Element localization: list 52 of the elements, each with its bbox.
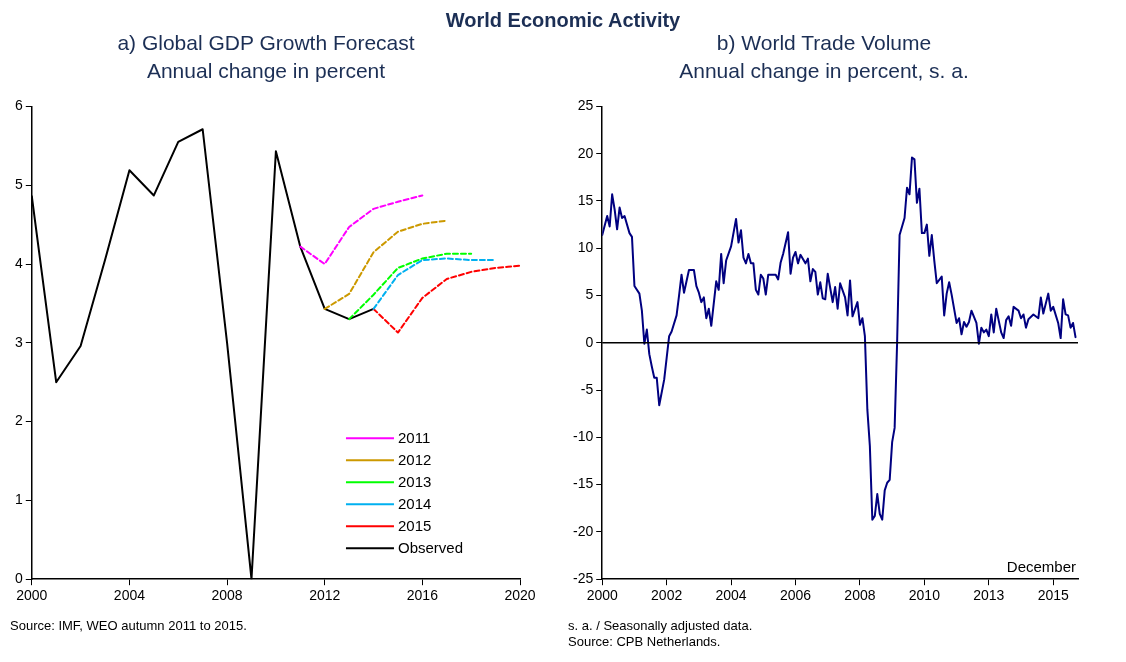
x-tick-label: 2015 [1037, 587, 1069, 604]
legend-label: Observed [397, 539, 464, 557]
x-tick-label: 2008 [844, 587, 876, 604]
legend-label: 2013 [397, 473, 432, 491]
y-tick-label: -20 [573, 522, 594, 539]
x-tick-label: 2010 [908, 587, 941, 604]
y-tick-label: 1 [14, 491, 23, 508]
y-tick-label: -5 [580, 380, 594, 397]
x-tick-label: 2004 [715, 587, 747, 604]
line-series [299, 194, 424, 265]
y-tick-label: -10 [573, 428, 594, 445]
text: World Economic Activity [444, 8, 682, 32]
x-tick-label: 2012 [309, 587, 341, 604]
y-tick-label: 10 [577, 239, 594, 256]
line-series [372, 257, 497, 310]
x-tick-label: 2006 [779, 587, 812, 604]
chart-title: b) World Trade Volume [716, 31, 932, 55]
y-tick-label: 5 [14, 176, 23, 193]
annotation: December [1006, 557, 1076, 575]
x-tick-label: 2004 [113, 587, 146, 604]
y-tick-label: 2 [14, 412, 23, 429]
x-tick-label: 2000 [586, 587, 619, 604]
y-tick-label: 3 [14, 333, 23, 350]
legend-label: 2015 [397, 517, 432, 535]
y-tick-label: 20 [577, 144, 594, 161]
chart-subtitle: Annual change in percent, s. a. [679, 58, 969, 82]
y-tick-label: 0 [585, 333, 594, 350]
x-tick-label: 2002 [651, 587, 683, 604]
chart-subtitle: Annual change in percent [146, 58, 386, 82]
y-tick-label: 25 [577, 97, 594, 114]
line-series [323, 219, 448, 310]
text: s. a. / Seasonally adjusted data. [568, 618, 754, 634]
legend-label: 2011 [397, 429, 431, 447]
legend-label: 2012 [397, 451, 432, 469]
line-series [372, 264, 520, 334]
y-tick-label: 6 [14, 97, 23, 114]
x-tick-label: 2008 [211, 587, 243, 604]
line-series [348, 252, 473, 321]
y-tick-label: -15 [573, 475, 594, 492]
y-tick-label: 15 [577, 191, 594, 208]
y-tick-label: 5 [585, 286, 594, 303]
x-tick-label: 2020 [504, 587, 536, 604]
x-tick-label: 2013 [973, 587, 1005, 604]
source-note: Source: IMF, WEO autumn 2011 to 2015. [10, 618, 248, 634]
x-tick-label: 2000 [16, 587, 48, 604]
x-tick-label: 2016 [406, 587, 439, 604]
y-tick-label: 0 [14, 570, 23, 587]
y-tick-label: -25 [573, 570, 594, 587]
legend-label: 2014 [397, 495, 432, 513]
chart-title: a) Global GDP Growth Forecast [117, 31, 415, 55]
source-note: Source: CPB Netherlands. [568, 634, 722, 650]
y-tick-label: 4 [14, 254, 23, 271]
